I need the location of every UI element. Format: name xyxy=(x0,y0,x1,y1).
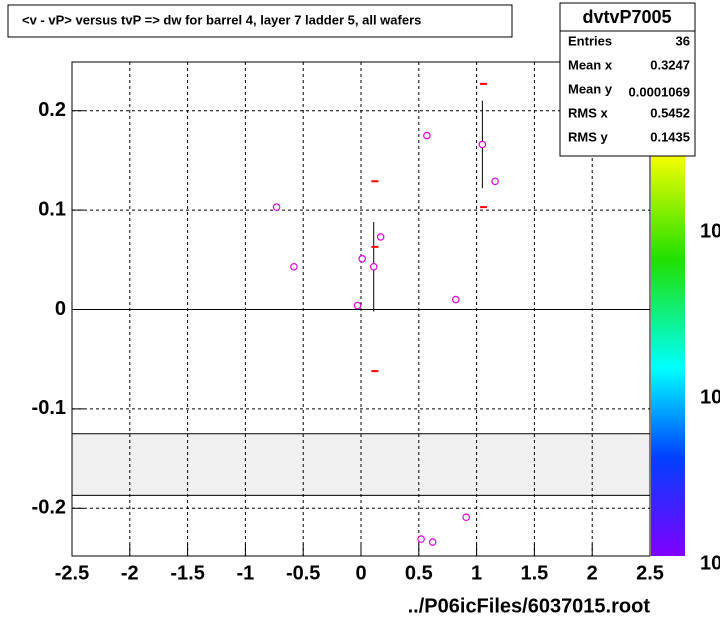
x-tick-label: -2.5 xyxy=(55,562,89,584)
x-tick-label: 2 xyxy=(587,562,598,584)
palette-label: 10 xyxy=(700,220,720,242)
y-tick-label: 0 xyxy=(55,298,66,320)
point xyxy=(272,203,281,211)
x-tick-label: -2 xyxy=(121,562,139,584)
point xyxy=(462,513,470,522)
stats-label: Entries xyxy=(568,33,612,48)
palette-label: 10 xyxy=(700,552,720,574)
stats-label: RMS x xyxy=(568,105,609,120)
point xyxy=(358,255,366,263)
point xyxy=(478,140,487,149)
stats-label: Mean x xyxy=(568,57,613,72)
stats-label: RMS y xyxy=(568,129,609,144)
title-box xyxy=(7,4,513,38)
x-tick-label: -1 xyxy=(237,562,255,584)
x-tick-label: 0 xyxy=(355,562,366,584)
point xyxy=(423,131,431,140)
x-tick-label: 1 xyxy=(471,562,482,584)
y-tick-label: 0.2 xyxy=(38,99,66,121)
y-tick-label: 0.1 xyxy=(38,198,66,220)
stats-title: dvtvP7005 xyxy=(582,7,671,27)
stats-value: 0.3247 xyxy=(650,57,690,72)
point xyxy=(290,262,298,271)
x-tick-label: 2.5 xyxy=(636,562,664,584)
stats-value: 0.0001069 xyxy=(629,84,690,99)
point xyxy=(451,295,460,304)
point xyxy=(369,262,378,271)
stats-label: Mean y xyxy=(568,81,613,96)
y-tick-label: -0.2 xyxy=(32,497,66,519)
point xyxy=(417,535,425,543)
point xyxy=(491,177,499,186)
palette-label: 10 xyxy=(700,386,720,408)
x-axis-label: ../P06icFiles/6037015.root xyxy=(408,595,651,617)
x-tick-label: -1.5 xyxy=(170,562,204,584)
stats-value: 0.1435 xyxy=(650,129,690,144)
frame xyxy=(71,61,651,557)
point xyxy=(353,301,362,310)
x-tick-label: -0.5 xyxy=(286,562,320,584)
y-tick-label: -0.1 xyxy=(32,397,66,419)
stats-box xyxy=(559,2,696,157)
point xyxy=(376,233,385,241)
stats-value: 36 xyxy=(676,33,690,48)
chart-title: <v - vP> versus tvP => dw for barrel 4, … xyxy=(22,12,421,27)
stats-value: 0.5452 xyxy=(650,105,690,120)
x-tick-label: 1.5 xyxy=(520,562,548,584)
x-tick-label: 0.5 xyxy=(405,562,433,584)
point xyxy=(428,538,437,546)
